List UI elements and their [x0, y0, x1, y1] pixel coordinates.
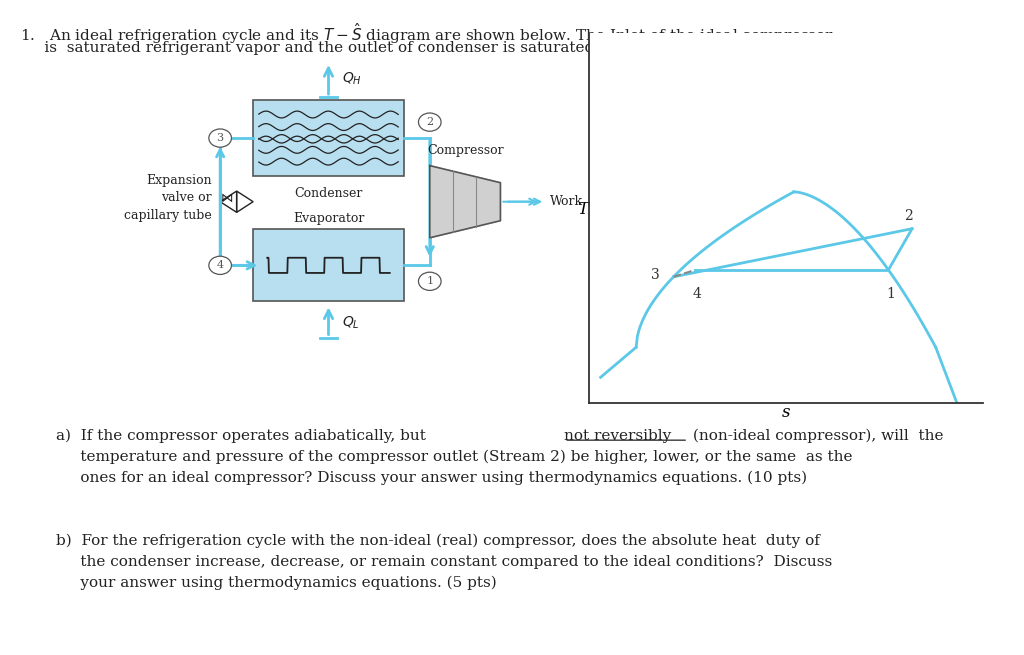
Text: $Q_L$: $Q_L$	[342, 314, 359, 331]
Text: $Q_H$: $Q_H$	[342, 71, 361, 87]
Text: 1: 1	[426, 276, 433, 286]
Text: Compressor: Compressor	[427, 144, 504, 157]
Text: valve or: valve or	[161, 191, 212, 204]
Text: 2: 2	[426, 117, 433, 127]
Text: (non-ideal compressor), will  the: (non-ideal compressor), will the	[688, 429, 944, 443]
Text: 1: 1	[886, 286, 895, 301]
Circle shape	[209, 129, 231, 147]
Text: Evaporator: Evaporator	[293, 212, 365, 225]
Circle shape	[419, 272, 441, 290]
Text: capillary tube: capillary tube	[124, 208, 212, 221]
Text: is  saturated refrigerant vapor and the outlet of condenser is saturated liquid.: is saturated refrigerant vapor and the o…	[20, 41, 648, 55]
Text: temperature and pressure of the compressor outlet (Stream 2) be higher, lower, o: temperature and pressure of the compress…	[56, 450, 853, 464]
Text: 1.   An ideal refrigeration cycle and its $T-\hat{S}$ diagram are shown below. T: 1. An ideal refrigeration cycle and its …	[20, 21, 835, 46]
Text: a)  If the compressor operates adiabatically, but: a) If the compressor operates adiabatica…	[56, 429, 431, 443]
Circle shape	[209, 256, 231, 274]
Text: Condenser: Condenser	[294, 187, 362, 200]
Text: your answer using thermodynamics equations. (5 pts): your answer using thermodynamics equatio…	[56, 576, 497, 590]
Text: b)  For the refrigeration cycle with the non-ideal (real) compressor, does the a: b) For the refrigeration cycle with the …	[56, 534, 820, 548]
Text: $\bowtie$: $\bowtie$	[214, 191, 233, 204]
Text: 3: 3	[217, 133, 223, 143]
Polygon shape	[430, 166, 501, 238]
FancyBboxPatch shape	[253, 100, 403, 176]
Circle shape	[419, 113, 441, 131]
Text: ones for an ideal compressor? Discuss your answer using thermodynamics equations: ones for an ideal compressor? Discuss yo…	[56, 471, 808, 485]
FancyBboxPatch shape	[253, 229, 403, 301]
Text: 4: 4	[693, 286, 701, 301]
Text: 4: 4	[217, 260, 223, 271]
X-axis label: s: s	[781, 404, 791, 421]
Text: 2: 2	[904, 209, 912, 223]
Y-axis label: T: T	[578, 201, 589, 217]
Text: Work: Work	[550, 195, 583, 208]
Text: Expansion: Expansion	[146, 174, 212, 187]
Text: the condenser increase, decrease, or remain constant compared to the ideal condi: the condenser increase, decrease, or rem…	[56, 555, 833, 569]
Text: not reversibly: not reversibly	[564, 429, 672, 443]
Text: 3: 3	[651, 268, 659, 282]
